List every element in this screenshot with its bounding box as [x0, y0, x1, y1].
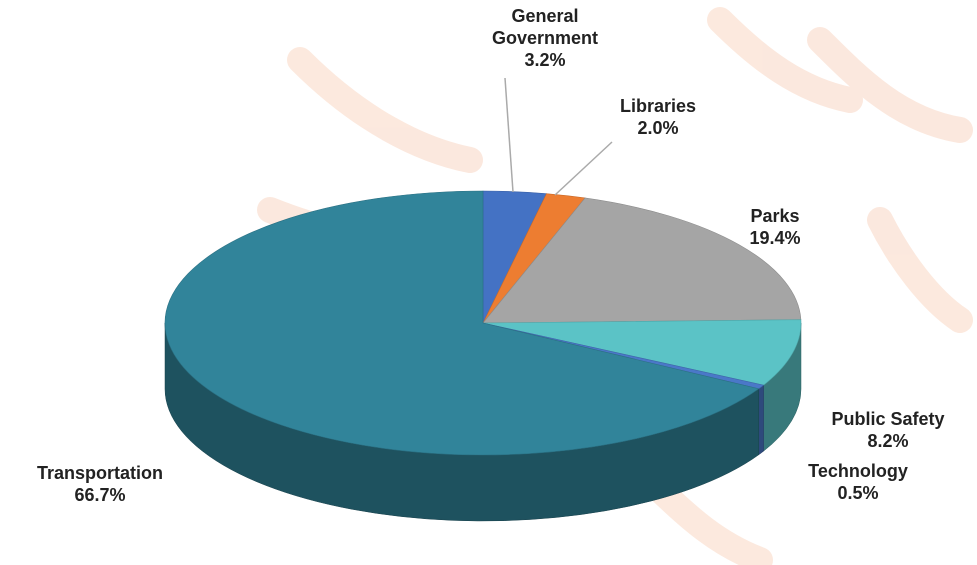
data-label: Parks 19.4%	[749, 205, 800, 249]
category-label: Technology	[808, 461, 908, 481]
data-label: General Government 3.2%	[480, 5, 610, 71]
category-label: General Government	[491, 6, 599, 48]
value-label: 0.5%	[837, 483, 879, 503]
category-label: Transportation	[36, 463, 164, 483]
data-label: Libraries 2.0%	[620, 95, 696, 139]
value-label: 2.0%	[637, 118, 679, 138]
value-label: 66.7%	[74, 485, 126, 505]
category-label: Public Safety	[831, 409, 945, 429]
leader-line	[504, 77, 514, 193]
value-label: 3.2%	[524, 50, 566, 70]
value-label: 19.4%	[749, 228, 801, 248]
value-label: 8.2%	[867, 431, 909, 451]
pie-slice	[482, 197, 802, 324]
pie-slice	[164, 190, 760, 456]
pie-slice	[482, 319, 802, 386]
category-label: Parks	[750, 206, 800, 226]
pie-slice-side	[758, 384, 764, 456]
category-label: Libraries	[619, 96, 697, 116]
data-label: Transportation 66.7%	[37, 462, 163, 506]
data-label: Technology 0.5%	[808, 460, 908, 504]
data-label: Public Safety 8.2%	[831, 408, 944, 452]
leader-line	[554, 141, 613, 196]
